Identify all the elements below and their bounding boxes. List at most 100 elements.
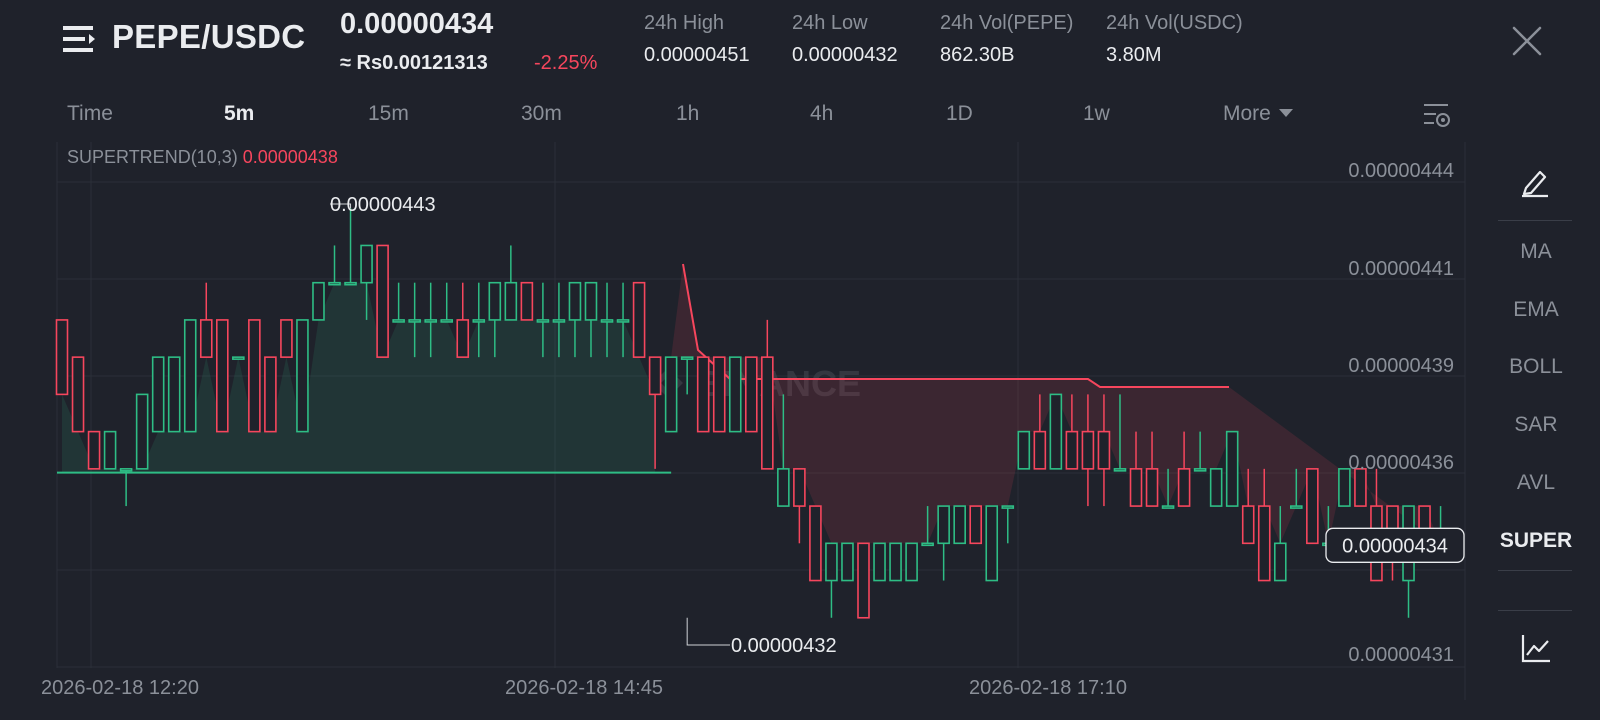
candle-body (520, 281, 534, 321)
draw-pen-icon[interactable] (1518, 164, 1552, 198)
candle-body (1145, 468, 1159, 507)
candle-body (1354, 468, 1367, 507)
candle (921, 506, 934, 547)
indicator-sar[interactable]: SAR (1514, 413, 1558, 436)
candle-body (632, 281, 646, 358)
candle-body (472, 319, 486, 323)
line-chart-icon[interactable] (1520, 632, 1552, 664)
candle-body (1017, 430, 1031, 470)
candle-body (809, 505, 822, 582)
tab-1h[interactable]: 1h (676, 102, 700, 125)
candle (648, 356, 662, 469)
indicator-ma[interactable]: MA (1520, 240, 1552, 263)
candle-body (568, 281, 582, 321)
time-tick-label: 2026-02-18 12:20 (41, 677, 199, 699)
candle (456, 282, 470, 358)
candle (712, 356, 726, 433)
candle (825, 542, 838, 618)
candle (167, 356, 181, 433)
candle-body (744, 356, 758, 433)
candle-body (1290, 505, 1303, 509)
indicator-super[interactable]: SUPER (1499, 529, 1573, 552)
candle-body (616, 319, 630, 323)
candle (889, 542, 902, 582)
candle (552, 282, 566, 358)
price-tick-label: 0.00000436 (1348, 452, 1454, 474)
candle-body (103, 430, 117, 470)
candle (616, 282, 630, 358)
candle-body (777, 468, 790, 507)
indicator-boll[interactable]: BOLL (1509, 355, 1563, 378)
price-tick-label: 0.00000431 (1348, 644, 1454, 666)
candle (183, 319, 197, 433)
indicator-ema[interactable]: EMA (1513, 298, 1559, 321)
high-marker-line (330, 203, 352, 209)
stat-24h-vol-pepe-label: 24h Vol(PEPE) (940, 12, 1074, 34)
candle-body (761, 356, 774, 470)
price-tick-label: 0.00000444 (1348, 160, 1454, 182)
tab-30m[interactable]: 30m (521, 102, 562, 125)
fiat-price: ≈ Rs0.00121313 (340, 52, 488, 74)
trading-pair-title[interactable]: PEPE/USDC (112, 18, 306, 55)
price-tick-label: 0.00000439 (1348, 355, 1454, 377)
candle (1113, 394, 1127, 472)
candle-body (1225, 430, 1239, 507)
candle (151, 356, 165, 433)
candle-body (1097, 430, 1111, 470)
close-icon[interactable] (1510, 24, 1544, 58)
candle-body (552, 319, 566, 323)
candle-body (167, 356, 181, 433)
candle (135, 393, 149, 470)
candle-body (1129, 468, 1143, 507)
stat-24h-vol-usdc-value: 3.80M (1106, 44, 1162, 66)
candle-body (841, 542, 854, 582)
indicator-avl[interactable]: AVL (1516, 471, 1556, 494)
annotations: 0.00000443 0.00000432 0.00000434 (330, 194, 1465, 657)
candle-body (937, 505, 950, 545)
candle-body (793, 468, 806, 507)
tab-15m[interactable]: 15m (368, 102, 409, 125)
candle (87, 430, 101, 470)
candle-body (664, 356, 678, 433)
candle (488, 281, 502, 358)
candle-body (360, 244, 373, 284)
candle-body (1081, 430, 1095, 470)
candle (1033, 394, 1047, 470)
supertrend-down-line (682, 263, 1229, 388)
candle (520, 281, 534, 321)
tab-time[interactable]: Time (67, 102, 113, 125)
tab-4h[interactable]: 4h (810, 102, 834, 125)
tab-1w[interactable]: 1w (1083, 102, 1110, 125)
candle-body (264, 356, 277, 433)
candle-body (1113, 468, 1127, 472)
low-price-label: 0.00000432 (731, 635, 837, 657)
menu-icon[interactable] (63, 23, 97, 55)
candle (937, 505, 950, 581)
candle (1338, 468, 1351, 507)
candle (664, 356, 678, 433)
candle (1177, 431, 1191, 507)
tab-1d[interactable]: 1D (946, 102, 973, 125)
candle (584, 281, 598, 358)
candle (103, 430, 117, 470)
side-divider (1498, 570, 1572, 571)
candle (761, 319, 774, 470)
candle-body (584, 281, 598, 321)
low-marker-line (686, 617, 730, 646)
tab-more[interactable]: More (1223, 102, 1293, 126)
stat-24h-high-value: 0.00000451 (644, 44, 750, 66)
candle-body (1241, 505, 1255, 545)
chart-settings-icon[interactable] (1422, 100, 1452, 130)
candle-body (232, 356, 245, 360)
tab-5m[interactable]: 5m (224, 102, 255, 125)
caret-down-icon (1278, 109, 1293, 117)
candle-body (728, 356, 742, 433)
candle (536, 282, 550, 358)
candle-body (680, 356, 694, 360)
uptrend-fill (62, 282, 656, 473)
candle (1306, 468, 1319, 545)
candle (55, 319, 69, 396)
candle-body (825, 542, 838, 582)
high-price-label: 0.00000443 (330, 194, 436, 216)
